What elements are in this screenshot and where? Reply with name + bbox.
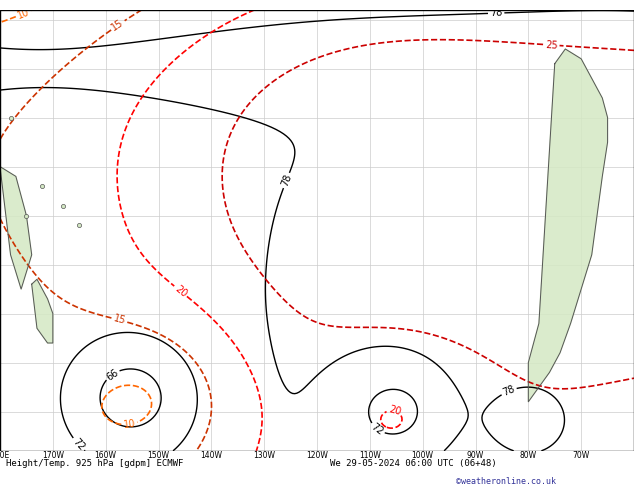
Text: 160W: 160W [94,451,117,460]
Text: 78: 78 [490,8,503,18]
Text: 10: 10 [16,7,31,21]
Text: 70W: 70W [573,451,590,460]
Text: 72: 72 [70,437,86,452]
Polygon shape [0,167,32,289]
Text: ©weatheronline.co.uk: ©weatheronline.co.uk [456,477,557,486]
Text: 110W: 110W [359,451,381,460]
Text: 170E: 170E [0,451,10,460]
Text: 15: 15 [110,18,126,33]
Text: 66: 66 [105,367,120,382]
Text: 15: 15 [112,314,127,326]
Text: 72: 72 [370,421,385,437]
Text: We 29-05-2024 06:00 UTC (06+48): We 29-05-2024 06:00 UTC (06+48) [330,459,496,467]
Text: Height/Temp. 925 hPa [gdpm] ECMWF: Height/Temp. 925 hPa [gdpm] ECMWF [6,459,184,467]
Polygon shape [32,279,53,343]
Text: 78: 78 [280,173,294,188]
Text: 20: 20 [387,404,402,417]
Text: 25: 25 [545,40,558,50]
Text: 20: 20 [172,283,188,299]
Text: 140W: 140W [200,451,223,460]
Text: 170W: 170W [42,451,64,460]
Text: 120W: 120W [306,451,328,460]
Text: 90W: 90W [467,451,484,460]
Text: 78: 78 [501,384,517,398]
Text: 10: 10 [122,418,136,430]
Text: 80W: 80W [520,451,537,460]
Text: 150W: 150W [148,451,169,460]
Polygon shape [528,49,607,402]
Text: 100W: 100W [411,451,434,460]
Text: 130W: 130W [253,451,275,460]
